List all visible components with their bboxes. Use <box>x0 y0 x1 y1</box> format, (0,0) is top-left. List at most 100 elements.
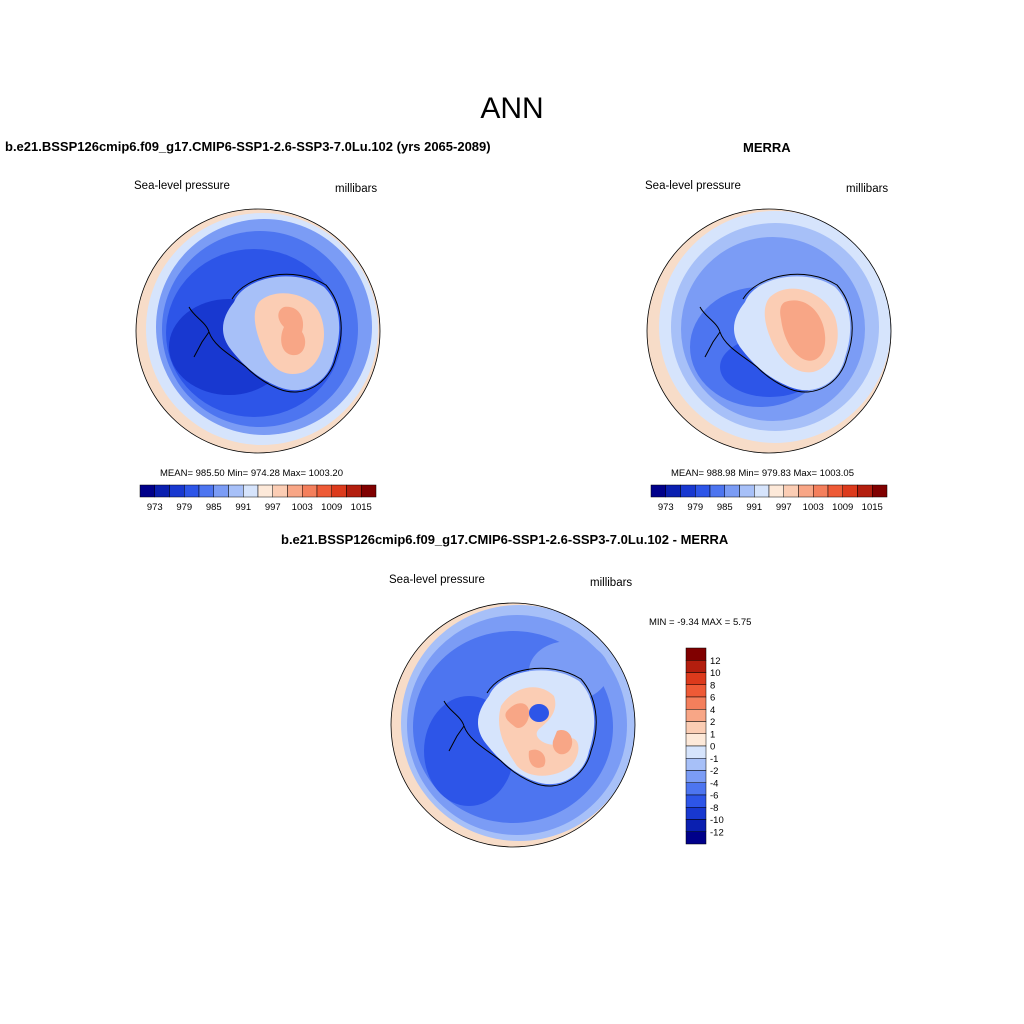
colorbar-swatch <box>685 782 707 796</box>
panel-2-units-label: millibars <box>846 183 889 195</box>
colorbar-swatch <box>346 484 362 498</box>
colorbar-tick-label: 973 <box>658 502 674 513</box>
colorbar-tick-label: 1003 <box>803 502 824 513</box>
antarctica-low <box>529 704 549 722</box>
colorbar-tick-label: 973 <box>147 502 163 513</box>
panel-3-units-label: millibars <box>590 577 633 589</box>
colorbar-tick-label: 1 <box>710 729 715 740</box>
colorbar-tick-label: 979 <box>687 502 703 513</box>
colorbar-tick-label: 985 <box>206 502 222 513</box>
colorbar-swatch <box>842 484 858 498</box>
colorbar-swatch <box>872 484 888 498</box>
colorbar-tick-label: -8 <box>710 803 718 814</box>
antarctica-high <box>780 300 826 361</box>
antarctica-coastline <box>443 667 597 787</box>
colorbar-tick-label: 1009 <box>832 502 853 513</box>
colorbar-tick-label: 0 <box>710 742 715 753</box>
page-title: ANN <box>480 92 544 125</box>
colorbar-swatch <box>213 484 229 498</box>
colorbar-swatch <box>184 484 200 498</box>
colorbar-tick-label: 1015 <box>351 502 372 513</box>
colorbar-swatch <box>685 660 707 673</box>
colorbar-swatch <box>243 484 259 498</box>
colorbar-tick-label: 997 <box>265 502 281 513</box>
colorbar-swatch <box>798 484 814 498</box>
panel-1-colorbar: 973 979 985 991 997 1003 1009 1015 <box>139 484 377 513</box>
panel-3-stats: MIN = -9.34 MAX = 5.75 <box>649 617 752 628</box>
colorbar-swatch <box>169 484 185 498</box>
colorbar-swatch <box>685 733 707 747</box>
panel-2-variable-label: Sea-level pressure <box>645 180 741 192</box>
colorbar-tick-label: 10 <box>710 668 721 679</box>
colorbar-swatch <box>857 484 873 498</box>
colorbar-tick-label: 6 <box>710 693 715 704</box>
colorbar-swatch <box>272 484 288 498</box>
colorbar-swatch <box>685 770 707 783</box>
colorbar-tick-label: 12 <box>710 656 721 667</box>
colorbar-tick-label: -4 <box>710 778 718 789</box>
colorbar-swatch <box>316 484 332 498</box>
colorbar-swatch <box>754 484 770 498</box>
colorbar-swatch <box>287 484 303 498</box>
colorbar-tick-label: 1015 <box>862 502 883 513</box>
colorbar-swatch <box>695 484 711 498</box>
colorbar-tick-label: 1009 <box>321 502 342 513</box>
antarctica-high <box>505 703 573 768</box>
panel-3-polar-map <box>390 602 636 848</box>
colorbar-swatch <box>685 696 707 710</box>
colorbar-swatch <box>685 831 707 845</box>
colorbar-swatch <box>813 484 829 498</box>
colorbar-swatch <box>685 672 707 685</box>
colorbar-tick-label: 985 <box>717 502 733 513</box>
colorbar-tick-label: -2 <box>710 766 718 777</box>
colorbar-swatch <box>685 819 707 832</box>
colorbar-swatch <box>680 484 696 498</box>
panel-1-polar-map <box>135 208 381 454</box>
colorbar-swatch <box>827 484 843 498</box>
colorbar-swatch <box>685 794 707 808</box>
panel-1-variable-label: Sea-level pressure <box>134 180 230 192</box>
colorbar-swatch <box>257 484 273 498</box>
colorbar-swatch <box>685 745 707 759</box>
panel-3-title: b.e21.BSSP126cmip6.f09_g17.CMIP6-SSP1-2.… <box>281 532 729 547</box>
panel-2-title: MERRA <box>743 140 791 155</box>
antarctica-coastline <box>699 273 853 393</box>
colorbar-tick-label: 2 <box>710 717 715 728</box>
colorbar-swatch <box>739 484 755 498</box>
colorbar-tick-label: -6 <box>710 791 718 802</box>
colorbar-swatch <box>650 484 666 498</box>
colorbar-swatch <box>361 484 377 498</box>
panel-2-colorbar: 973 979 985 991 997 1003 1009 1015 <box>650 484 888 513</box>
colorbar-swatch <box>685 709 707 722</box>
colorbar-tick-label: 997 <box>776 502 792 513</box>
colorbar-swatch <box>139 484 155 498</box>
colorbar-swatch <box>665 484 681 498</box>
colorbar-swatch <box>685 721 707 734</box>
colorbar-tick-label: 979 <box>176 502 192 513</box>
colorbar-swatch <box>709 484 725 498</box>
colorbar-tick-label: -1 <box>710 754 718 765</box>
panel-1-title: b.e21.BSSP126cmip6.f09_g17.CMIP6-SSP1-2.… <box>5 139 491 154</box>
colorbar-swatch <box>331 484 347 498</box>
colorbar-tick-label: 8 <box>710 680 715 691</box>
colorbar-swatch <box>685 758 707 771</box>
colorbar-tick-label: 1003 <box>292 502 313 513</box>
colorbar-swatch <box>783 484 799 498</box>
panel-3-variable-label: Sea-level pressure <box>389 574 485 586</box>
colorbar-tick-label: 4 <box>710 705 715 716</box>
colorbar-swatch <box>685 807 707 820</box>
panel-1-units-label: millibars <box>335 183 378 195</box>
colorbar-tick-label: -10 <box>710 815 724 826</box>
panel-2-stats: MEAN= 988.98 Min= 979.83 Max= 1003.05 <box>671 468 854 479</box>
colorbar-swatch <box>302 484 318 498</box>
colorbar-tick-label: 991 <box>746 502 762 513</box>
antarctica-coastline <box>188 273 342 393</box>
panel-1-stats: MEAN= 985.50 Min= 974.28 Max= 1003.20 <box>160 468 343 479</box>
colorbar-tick-label: -12 <box>710 827 724 838</box>
antarctica-high <box>278 306 306 356</box>
colorbar-swatch <box>724 484 740 498</box>
colorbar-swatch <box>198 484 214 498</box>
colorbar-swatch <box>685 684 707 698</box>
colorbar-swatch <box>228 484 244 498</box>
